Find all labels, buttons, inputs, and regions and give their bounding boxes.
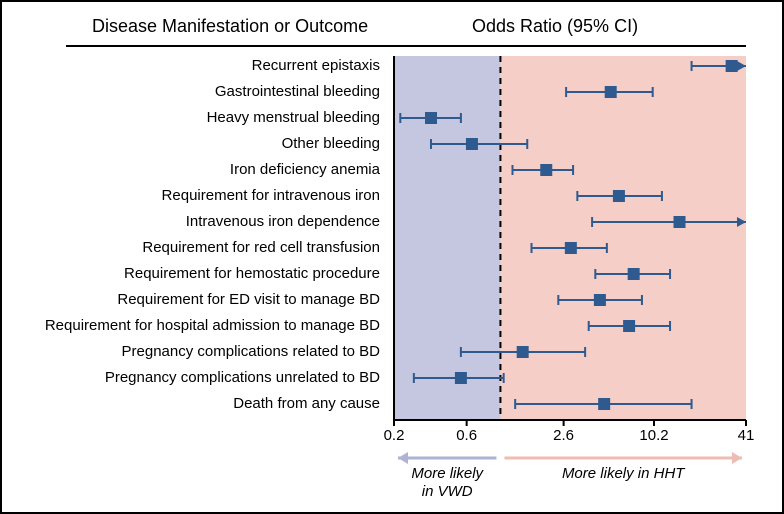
header-right: Odds Ratio (95% CI) xyxy=(472,16,638,36)
x-tick-label: 41 xyxy=(738,427,755,444)
row-label: Requirement for hemostatic procedure xyxy=(124,265,380,282)
row-label: Heavy menstrual bleeding xyxy=(207,109,380,126)
region-right xyxy=(500,56,746,420)
row-label: Intravenous iron dependence xyxy=(186,213,380,230)
point-marker xyxy=(565,242,577,254)
point-marker xyxy=(466,138,478,150)
point-marker xyxy=(726,60,738,72)
point-marker xyxy=(623,320,635,332)
region-label-left-1: More likely xyxy=(411,465,484,482)
point-marker xyxy=(613,190,625,202)
row-label: Other bleeding xyxy=(282,135,380,152)
point-marker xyxy=(425,112,437,124)
forest-plot: Disease Manifestation or Outcome Odds Rat… xyxy=(2,2,782,512)
row-label: Requirement for ED visit to manage BD xyxy=(117,291,380,308)
region-arrow-head xyxy=(732,452,742,464)
point-marker xyxy=(455,372,467,384)
row-label: Death from any cause xyxy=(233,395,380,412)
row-label: Requirement for intravenous iron xyxy=(162,187,380,204)
row-label: Gastrointestinal bleeding xyxy=(215,83,380,100)
region-label-right: More likely in HHT xyxy=(562,465,686,482)
point-marker xyxy=(674,216,686,228)
row-label: Pregnancy complications unrelated to BD xyxy=(105,369,380,386)
x-tick-label: 10.2 xyxy=(639,427,668,444)
row-label: Recurrent epistaxis xyxy=(252,57,380,74)
point-marker xyxy=(540,164,552,176)
row-label: Requirement for hospital admission to ma… xyxy=(45,317,380,334)
row-label: Iron deficiency anemia xyxy=(230,161,381,178)
point-marker xyxy=(628,268,640,280)
x-tick-label: 0.2 xyxy=(384,427,405,444)
region-left xyxy=(394,56,500,420)
point-marker xyxy=(594,294,606,306)
row-label: Requirement for red cell transfusion xyxy=(142,239,380,256)
point-marker xyxy=(517,346,529,358)
row-label: Pregnancy complications related to BD xyxy=(122,343,381,360)
point-marker xyxy=(605,86,617,98)
x-tick-label: 2.6 xyxy=(553,427,574,444)
header-left: Disease Manifestation or Outcome xyxy=(92,16,368,36)
region-arrow-head xyxy=(398,452,408,464)
region-label-left-2: in VWD xyxy=(422,483,473,500)
x-tick-label: 0.6 xyxy=(456,427,477,444)
point-marker xyxy=(598,398,610,410)
